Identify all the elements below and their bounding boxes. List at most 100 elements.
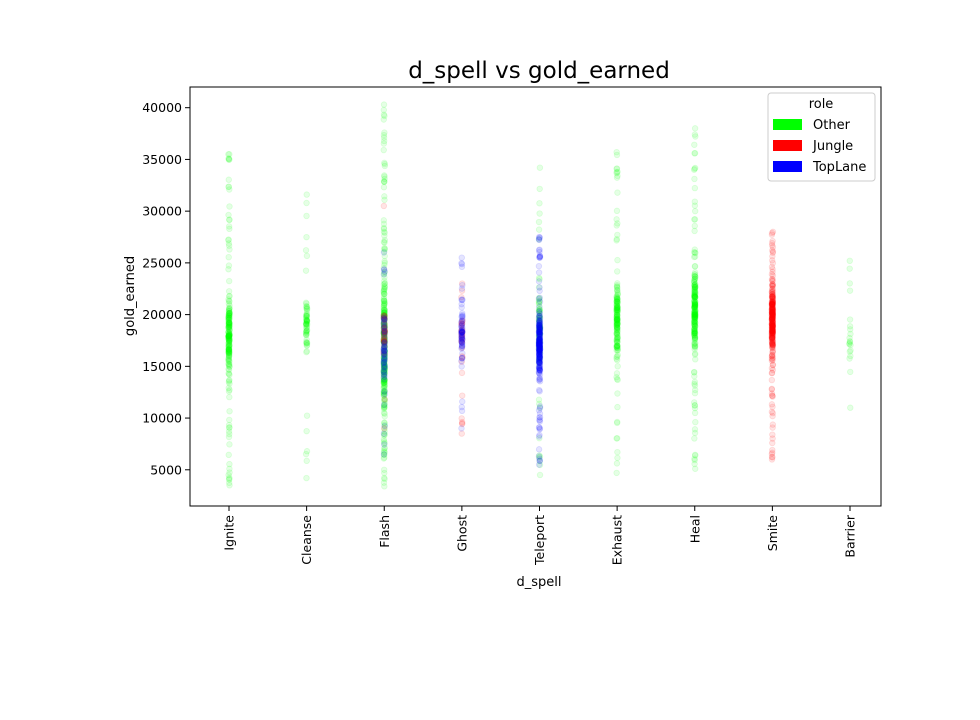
data-point <box>769 303 776 311</box>
data-point <box>381 388 388 395</box>
data-point <box>225 313 233 321</box>
y-tick-label: 30000 <box>142 204 182 219</box>
data-point <box>536 339 544 346</box>
data-point <box>613 460 621 467</box>
data-point <box>226 326 233 333</box>
data-point <box>614 298 621 305</box>
data-point <box>691 198 699 205</box>
series-toplane <box>380 233 544 468</box>
data-point <box>614 307 621 314</box>
data-point <box>380 354 388 361</box>
data-point <box>226 298 233 305</box>
data-point <box>381 371 388 378</box>
data-point <box>458 338 466 345</box>
data-point <box>536 348 543 355</box>
data-point <box>691 301 699 308</box>
data-point <box>381 324 388 332</box>
data-point <box>536 329 543 336</box>
data-point <box>768 357 776 365</box>
data-point <box>535 236 543 243</box>
data-point <box>536 297 543 305</box>
data-point <box>691 313 698 321</box>
data-point <box>381 342 388 349</box>
data-point <box>381 159 388 167</box>
data-point <box>613 375 621 383</box>
data-point <box>225 316 233 323</box>
data-point <box>690 166 698 173</box>
data-point <box>614 334 621 341</box>
data-point <box>381 329 388 337</box>
data-point <box>769 354 777 361</box>
data-point <box>225 345 233 353</box>
data-point <box>692 283 699 291</box>
data-point <box>381 381 388 388</box>
data-point <box>536 345 543 352</box>
data-point <box>769 431 776 438</box>
data-point <box>381 309 388 316</box>
data-point <box>613 169 620 177</box>
data-point <box>535 358 543 365</box>
data-point <box>381 297 388 304</box>
data-point <box>691 308 698 315</box>
data-point <box>536 322 543 329</box>
data-point <box>768 287 776 294</box>
data-point <box>768 316 776 323</box>
data-point <box>692 298 699 305</box>
data-point <box>536 403 544 410</box>
data-point <box>536 328 543 336</box>
data-point <box>458 403 465 411</box>
data-point <box>536 345 543 352</box>
data-point <box>613 337 620 345</box>
data-point <box>380 330 387 337</box>
data-point <box>536 342 544 349</box>
data-point <box>381 347 388 354</box>
data-point <box>225 320 232 328</box>
data-point <box>536 253 544 260</box>
data-point <box>536 324 543 331</box>
data-point <box>225 451 232 459</box>
data-point <box>769 343 776 350</box>
data-point <box>225 333 233 340</box>
data-point <box>380 302 388 309</box>
data-point <box>381 355 388 362</box>
data-point <box>614 314 621 322</box>
data-point <box>536 353 543 361</box>
data-point <box>768 335 776 342</box>
data-point <box>536 330 544 337</box>
data-point <box>536 365 543 372</box>
data-point <box>691 216 698 223</box>
data-point <box>768 314 776 322</box>
data-point <box>225 339 233 346</box>
data-point <box>226 469 233 476</box>
data-point <box>536 354 543 361</box>
data-point <box>459 350 466 357</box>
data-point <box>769 281 777 288</box>
data-point <box>381 327 388 334</box>
data-point <box>380 314 387 322</box>
data-point <box>225 355 233 362</box>
data-point <box>226 358 233 365</box>
data-point <box>381 380 388 388</box>
data-point <box>690 369 698 376</box>
data-point <box>536 339 543 347</box>
data-point <box>225 361 233 368</box>
data-point <box>536 341 543 348</box>
data-point <box>535 331 543 338</box>
data-point <box>613 222 620 229</box>
data-point <box>769 307 777 314</box>
data-point <box>225 344 233 351</box>
data-point <box>535 338 543 345</box>
data-point <box>691 315 699 322</box>
data-point <box>536 348 543 356</box>
data-point <box>381 312 388 320</box>
data-point <box>691 301 699 309</box>
data-point <box>535 345 543 353</box>
data-point <box>536 347 543 354</box>
data-point <box>613 343 621 351</box>
data-point <box>768 453 776 461</box>
data-point <box>613 301 620 309</box>
data-point <box>381 324 388 331</box>
data-point <box>769 300 776 308</box>
data-point <box>691 290 699 297</box>
